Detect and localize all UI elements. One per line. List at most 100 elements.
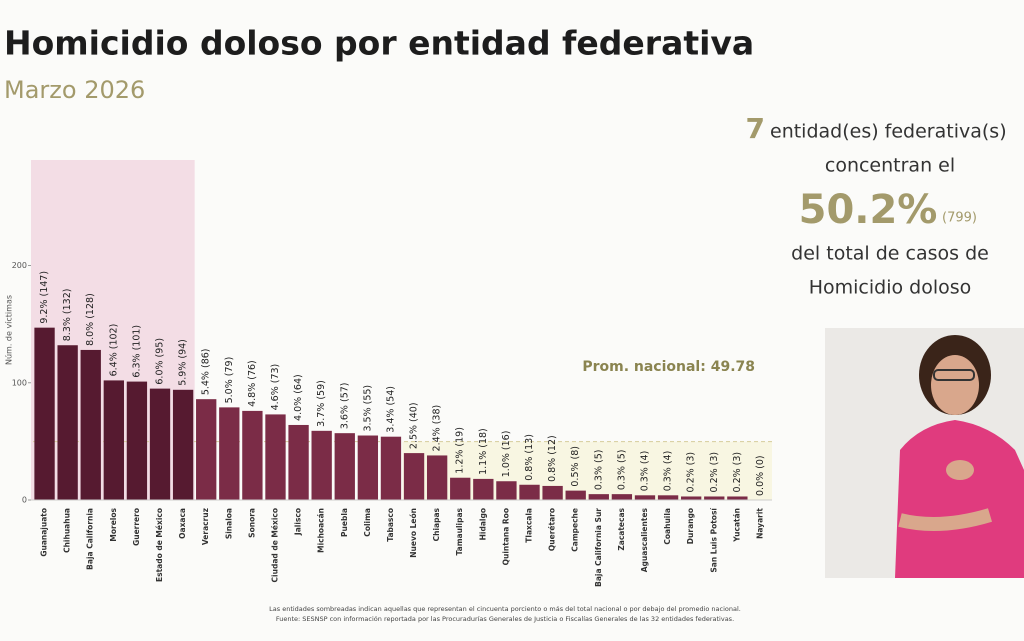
value-label: 5.9% (94) <box>178 339 189 386</box>
panel-line: entidad(es) federativa(s) <box>770 121 1007 143</box>
value-label: 0.8% (13) <box>524 434 535 481</box>
x-tick-label: Veracruz <box>201 508 210 545</box>
value-label: 6.4% (102) <box>108 324 119 377</box>
x-tick-label: Tlaxcala <box>525 508 534 543</box>
value-label: 0.5% (8) <box>570 446 581 487</box>
value-label: 4.0% (64) <box>293 374 304 421</box>
x-tick-label: Guerrero <box>132 508 141 546</box>
x-tick-label: Tabasco <box>386 508 395 542</box>
x-tick-label: Morelos <box>109 507 118 541</box>
value-label: 1.2% (19) <box>455 427 466 474</box>
value-label: 1.1% (18) <box>478 428 489 475</box>
x-tick-label: Campeche <box>571 508 580 552</box>
panel-cases: (799) <box>942 211 977 226</box>
x-tick-label: Zacatecas <box>617 507 626 550</box>
bar <box>288 424 309 500</box>
chart-title: Homicidio doloso por entidad federativa <box>4 24 754 63</box>
value-label: 0.2% (3) <box>732 452 743 493</box>
bar <box>334 433 355 500</box>
bar <box>450 477 471 500</box>
panel-line: Homicidio doloso <box>809 277 972 299</box>
value-label: 6.0% (95) <box>155 338 166 385</box>
chart-subtitle: Marzo 2026 <box>4 76 145 104</box>
value-label: 0.8% (12) <box>547 435 558 482</box>
x-tick-label: Ciudad de México <box>270 508 279 582</box>
bar <box>565 490 586 500</box>
x-tick-label: Nuevo León <box>409 508 418 558</box>
value-label: 0.2% (3) <box>686 452 697 493</box>
value-label: 2.5% (40) <box>409 402 420 449</box>
value-label: 3.7% (59) <box>316 380 327 427</box>
bar <box>380 436 402 500</box>
x-tick-label: Baja California <box>86 508 95 570</box>
bar <box>126 381 148 500</box>
value-label: 0.3% (5) <box>616 450 627 491</box>
bar <box>657 495 679 500</box>
y-axis-label: Núm. de víctimas <box>5 295 14 365</box>
x-tick-label: Chiapas <box>432 507 441 541</box>
bar <box>403 453 425 500</box>
bar <box>611 494 633 500</box>
plot-area: Prom. nacional: 49.78 0 100 200 9.2% (147) Gu… <box>12 160 772 587</box>
x-tick-label: San Luis Potosí <box>709 508 718 573</box>
value-label: 4.6% (73) <box>270 364 281 411</box>
value-label: 8.3% (132) <box>62 289 73 342</box>
x-tick-label: Sonora <box>247 508 256 538</box>
bar <box>681 496 702 500</box>
x-tick-label: Hidalgo <box>478 508 487 540</box>
x-tick-label: Quintana Roo <box>501 508 510 565</box>
x-tick-label: Yucatán <box>732 508 741 543</box>
bar <box>588 494 609 500</box>
y-tick-label: 200 <box>12 261 27 270</box>
x-tick-label: Puebla <box>340 508 349 537</box>
value-label: 8.0% (128) <box>85 293 96 346</box>
value-label: 9.2% (147) <box>39 271 50 324</box>
bar <box>242 410 263 500</box>
value-label: 5.4% (86) <box>201 349 212 396</box>
bar <box>357 435 379 500</box>
bar <box>496 481 517 500</box>
bar <box>704 496 725 500</box>
panel-line: concentran el <box>825 155 955 177</box>
panel-count: 7 <box>746 112 765 145</box>
x-tick-label: Oaxaca <box>178 508 187 539</box>
value-label: 0.3% (4) <box>663 451 674 492</box>
panel-percent: 50.2% <box>799 187 938 233</box>
bar <box>542 485 563 500</box>
y-tick-label: 100 <box>12 378 27 387</box>
y-tick-label: 0 <box>22 496 27 505</box>
bar <box>634 495 656 500</box>
value-label: 0.3% (5) <box>593 450 604 491</box>
x-tick-label: Jalisco <box>294 508 303 536</box>
x-tick-label: Nayarit <box>755 508 764 539</box>
panel-line: del total de casos de <box>791 243 989 265</box>
value-label: 3.4% (54) <box>385 386 396 433</box>
x-tick-label: Durango <box>686 508 695 544</box>
bar <box>172 389 194 500</box>
x-tick-label: Colima <box>363 508 372 537</box>
x-tick-label: Estado de México <box>155 508 164 582</box>
value-label: 5.0% (79) <box>224 357 235 404</box>
bar <box>103 380 124 500</box>
bar <box>473 478 494 500</box>
bar <box>196 399 217 500</box>
x-tick-label: Tamaulipas <box>455 507 464 555</box>
bar <box>149 388 171 500</box>
value-label: 4.8% (76) <box>247 360 258 407</box>
bar <box>426 455 448 500</box>
bar <box>80 349 101 500</box>
bar <box>34 327 55 500</box>
value-label: 0.0% (0) <box>755 455 766 496</box>
x-tick-label: Guanajuato <box>40 508 49 557</box>
footnote: Fuente: SESNSP con información reportada… <box>276 615 734 623</box>
x-tick-label: Baja California Sur <box>594 508 603 587</box>
bar <box>311 430 332 500</box>
value-label: 0.2% (3) <box>709 452 720 493</box>
value-label: 6.3% (101) <box>131 325 142 378</box>
bar <box>727 496 748 500</box>
interpreter-video <box>825 328 1024 578</box>
x-tick-label: Michoacán <box>317 508 326 553</box>
value-label: 0.3% (4) <box>639 451 650 492</box>
x-tick-label: Aguascalientes <box>640 507 649 572</box>
